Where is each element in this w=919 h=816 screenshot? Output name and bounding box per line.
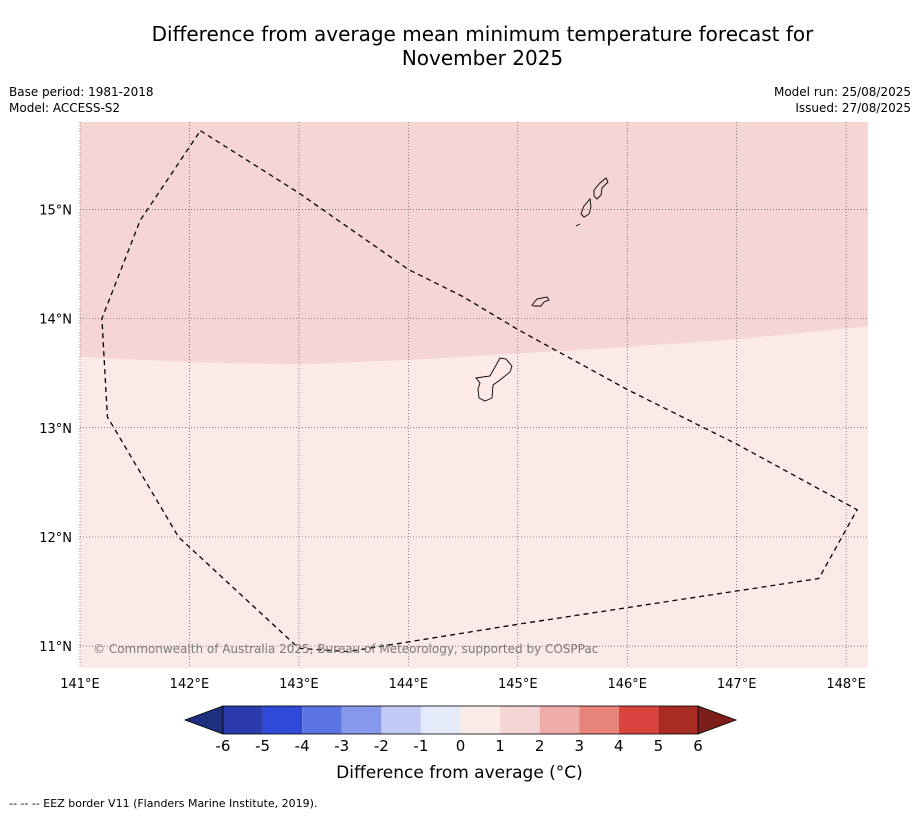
- copyright-notice: © Commonwealth of Australia 2025, Bureau…: [93, 642, 598, 656]
- colorbar-tick-label: -5: [255, 737, 270, 755]
- colorbar-tick-label: -3: [334, 737, 349, 755]
- title-line-2: November 2025: [401, 46, 564, 70]
- colorbar-over-arrow: [697, 705, 738, 735]
- colorbar-frame: [222, 705, 699, 735]
- title-line-1: Difference from average mean minimum tem…: [151, 22, 814, 46]
- eez-border-line: [101, 130, 858, 653]
- colorbar: -6 -5 -4 -3 -2 -1 0 1 2 3 4 5 6: [183, 705, 738, 755]
- meta-right: Model run: 25/08/2025 Issued: 27/08/2025: [774, 84, 911, 116]
- island-tinian: [580, 197, 592, 218]
- model-name: Model: ACCESS-S2: [9, 101, 121, 115]
- colorbar-tick-label: 3: [574, 737, 584, 755]
- anomaly-region-1-to-2: [80, 122, 868, 365]
- lat-tick-label: 12°N: [39, 531, 72, 546]
- island-guam: [475, 357, 513, 402]
- model-run: Model run: 25/08/2025: [773, 85, 911, 99]
- map-plot-area: © Commonwealth of Australia 2025, Bureau…: [79, 122, 868, 668]
- graticule: [79, 122, 868, 668]
- colorbar-tick-label: -2: [374, 737, 389, 755]
- colorbar-bin: [381, 706, 421, 734]
- lon-tick-label: 145°E: [498, 677, 538, 692]
- colorbar-bin: [539, 706, 580, 734]
- island-aguijan: [575, 223, 581, 227]
- colorbar-bin: [341, 706, 382, 734]
- base-period: Base period: 1981-2018: [9, 85, 154, 99]
- lon-tick-label: 146°E: [607, 677, 647, 692]
- colorbar-bin: [460, 706, 501, 734]
- colorbar-bin: [618, 706, 659, 734]
- lat-tick-label: 13°N: [39, 422, 72, 437]
- lon-tick-label: 144°E: [389, 677, 429, 692]
- colorbar-tick-label: -6: [216, 737, 231, 755]
- lat-tick-label: 11°N: [39, 640, 72, 655]
- issued-date: Issued: 27/08/2025: [795, 101, 911, 115]
- colorbar-tick-label: 5: [654, 737, 664, 755]
- island-saipan: [593, 177, 609, 200]
- colorbar-under-arrow: [183, 705, 224, 735]
- lat-tick-label: 14°N: [39, 313, 72, 328]
- colorbar-bin: [420, 706, 461, 734]
- lon-tick-label: 142°E: [170, 677, 210, 692]
- lon-tick-label: 147°E: [717, 677, 757, 692]
- colorbar-bin: [579, 706, 619, 734]
- colorbar-tick-label: 4: [614, 737, 624, 755]
- lat-tick-label: 15°N: [39, 203, 72, 218]
- colorbar-tick-label: 1: [495, 737, 505, 755]
- lon-tick-label: 141°E: [60, 677, 100, 692]
- lon-tick-label: 148°E: [826, 677, 866, 692]
- colorbar-bin: [658, 706, 698, 734]
- meta-left: Base period: 1981-2018 Model: ACCESS-S2: [9, 84, 154, 116]
- colorbar-bin: [500, 706, 540, 734]
- colorbar-tick-label: 0: [456, 737, 466, 755]
- map-figure: © Commonwealth of Australia 2025, Bureau…: [39, 122, 868, 755]
- colorbar-bin: [223, 706, 263, 734]
- colorbar-tick-label: -1: [413, 737, 428, 755]
- colorbar-tick-label: -4: [295, 737, 310, 755]
- footer-note: -- -- -- EEZ border V11 (Flanders Marine…: [9, 797, 318, 810]
- colorbar-label: Difference from average (°C): [336, 763, 583, 783]
- island-rota: [531, 296, 550, 307]
- axis-ticks: 141°E 142°E 143°E 144°E 145°E 146°E 147°E 148°E…: [39, 203, 866, 692]
- island-outlines: [475, 177, 609, 402]
- chart-title: Difference from average mean minimum tem…: [0, 22, 919, 70]
- colorbar-bin: [262, 706, 303, 734]
- colorbar-tick-label: 6: [693, 737, 703, 755]
- colorbar-tick-label: 2: [535, 737, 545, 755]
- colorbar-bin: [302, 706, 342, 734]
- lon-tick-label: 143°E: [279, 677, 319, 692]
